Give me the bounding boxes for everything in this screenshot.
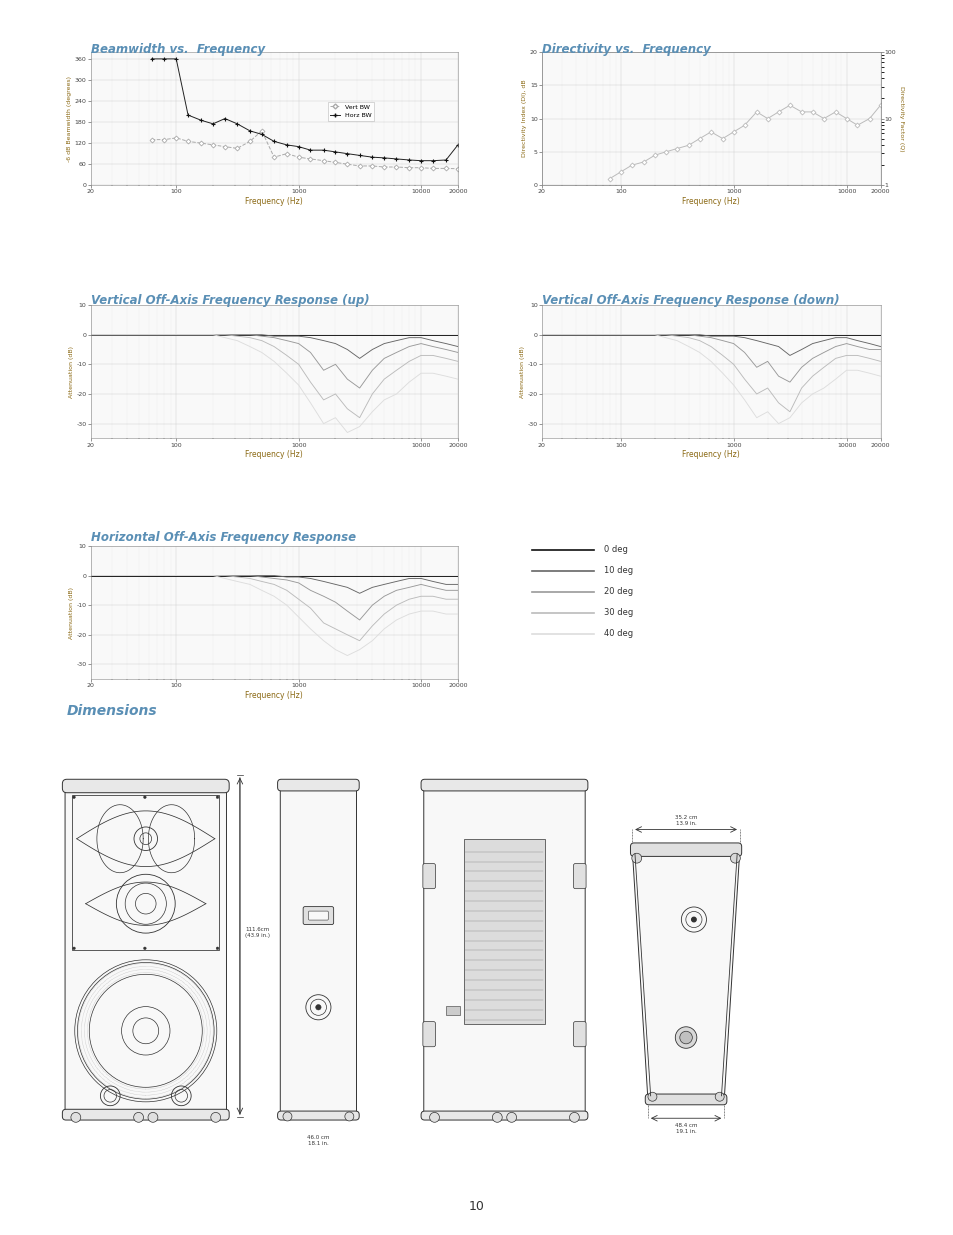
Circle shape	[216, 947, 218, 950]
Circle shape	[143, 795, 146, 799]
FancyBboxPatch shape	[573, 1021, 585, 1047]
FancyBboxPatch shape	[277, 1112, 359, 1120]
FancyBboxPatch shape	[62, 1109, 229, 1120]
Polygon shape	[632, 850, 740, 1100]
Circle shape	[679, 1031, 692, 1044]
Text: 10 deg: 10 deg	[603, 566, 633, 576]
Circle shape	[315, 1004, 321, 1010]
Legend: Vert BW, Horz BW: Vert BW, Horz BW	[328, 101, 374, 121]
FancyBboxPatch shape	[644, 1094, 726, 1105]
Circle shape	[143, 947, 146, 950]
Circle shape	[71, 1113, 81, 1123]
X-axis label: Frequency (Hz): Frequency (Hz)	[245, 196, 303, 205]
FancyBboxPatch shape	[573, 863, 585, 889]
Bar	[72, 795, 219, 950]
FancyBboxPatch shape	[303, 906, 334, 925]
Text: Horizontal Off-Axis Frequency Response: Horizontal Off-Axis Frequency Response	[91, 531, 355, 545]
Text: 20 deg: 20 deg	[603, 587, 633, 597]
X-axis label: Frequency (Hz): Frequency (Hz)	[245, 690, 303, 699]
Text: 111.6cm
(43.9 in.): 111.6cm (43.9 in.)	[245, 926, 270, 937]
FancyBboxPatch shape	[65, 782, 226, 1118]
Y-axis label: Attenuation (dB): Attenuation (dB)	[519, 346, 524, 398]
Y-axis label: Attenuation (dB): Attenuation (dB)	[69, 346, 73, 398]
Circle shape	[148, 1113, 157, 1123]
Circle shape	[283, 1112, 292, 1121]
Text: 30 deg: 30 deg	[603, 608, 633, 618]
Text: Directivity vs.  Frequency: Directivity vs. Frequency	[541, 43, 710, 57]
Bar	[463, 839, 544, 1024]
Y-axis label: Directivity Index (DI), dB: Directivity Index (DI), dB	[521, 80, 526, 157]
Circle shape	[429, 1113, 439, 1123]
FancyBboxPatch shape	[280, 782, 356, 1118]
Text: Vertical Off-Axis Frequency Response (up): Vertical Off-Axis Frequency Response (up…	[91, 294, 369, 308]
Circle shape	[647, 1092, 657, 1102]
X-axis label: Frequency (Hz): Frequency (Hz)	[681, 196, 740, 205]
Circle shape	[344, 1112, 354, 1121]
Text: 46.0 cm
18.1 in.: 46.0 cm 18.1 in.	[307, 1135, 330, 1146]
FancyBboxPatch shape	[420, 779, 587, 790]
Y-axis label: -6 dB Beamwidth (degrees): -6 dB Beamwidth (degrees)	[67, 75, 71, 162]
Text: 48.4 cm
19.1 in.: 48.4 cm 19.1 in.	[674, 1123, 697, 1134]
FancyBboxPatch shape	[62, 779, 229, 793]
Circle shape	[133, 1113, 143, 1123]
Circle shape	[715, 1092, 723, 1102]
Text: 10: 10	[469, 1199, 484, 1213]
Text: 40 deg: 40 deg	[603, 629, 633, 638]
X-axis label: Frequency (Hz): Frequency (Hz)	[681, 450, 740, 458]
Circle shape	[211, 1113, 220, 1123]
Circle shape	[730, 853, 740, 863]
Y-axis label: Attenuation (dB): Attenuation (dB)	[69, 587, 73, 638]
Circle shape	[675, 1026, 696, 1049]
Text: Vertical Off-Axis Frequency Response (down): Vertical Off-Axis Frequency Response (do…	[541, 294, 839, 308]
Text: 0 deg: 0 deg	[603, 545, 627, 555]
FancyBboxPatch shape	[277, 779, 359, 790]
Circle shape	[506, 1113, 516, 1123]
Text: Dimensions: Dimensions	[67, 704, 157, 718]
Text: Beamwidth vs.  Frequency: Beamwidth vs. Frequency	[91, 43, 265, 57]
Y-axis label: Directivity Factor (Q): Directivity Factor (Q)	[898, 85, 903, 152]
FancyBboxPatch shape	[422, 863, 435, 889]
Circle shape	[72, 795, 75, 799]
FancyBboxPatch shape	[308, 911, 328, 920]
FancyBboxPatch shape	[422, 1021, 435, 1047]
FancyBboxPatch shape	[420, 1112, 587, 1120]
Circle shape	[492, 1113, 501, 1123]
Circle shape	[216, 795, 218, 799]
Circle shape	[631, 853, 641, 863]
Circle shape	[569, 1113, 578, 1123]
Text: 35.2 cm
13.9 in.: 35.2 cm 13.9 in.	[674, 815, 697, 826]
Bar	[446, 1007, 459, 1015]
X-axis label: Frequency (Hz): Frequency (Hz)	[245, 450, 303, 458]
Circle shape	[72, 947, 75, 950]
Circle shape	[691, 918, 696, 921]
FancyBboxPatch shape	[423, 782, 584, 1118]
FancyBboxPatch shape	[630, 844, 740, 856]
